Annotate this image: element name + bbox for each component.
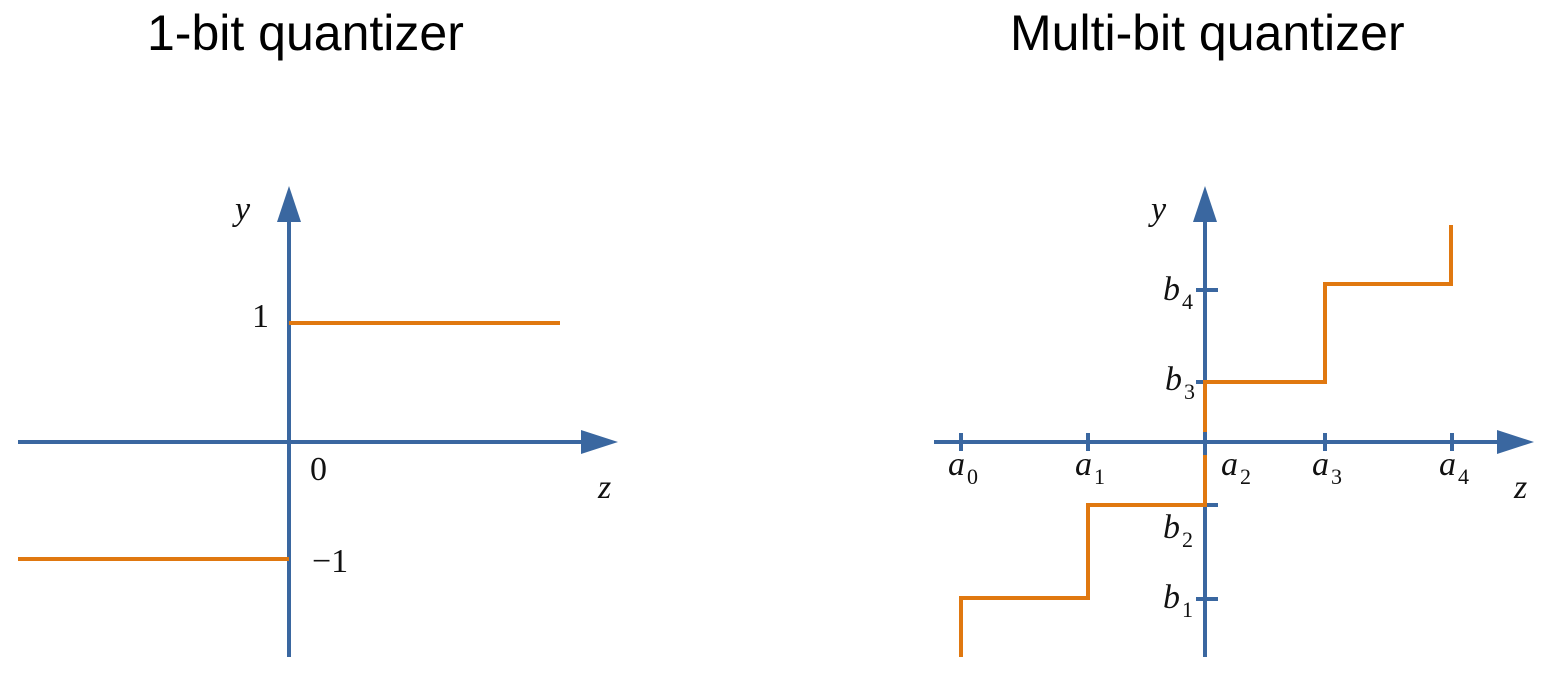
right-y-axis-arrowhead [1193, 186, 1217, 222]
left-x-axis-arrowhead [581, 430, 618, 454]
label-b2: b2 [1163, 509, 1193, 552]
staircase-upper [1203, 225, 1453, 432]
label-a0: a0 [948, 446, 978, 489]
label-a4-letter: a [1439, 446, 1456, 483]
left-tick-one: 1 [252, 298, 269, 335]
label-b3-letter: b [1165, 361, 1182, 398]
label-b4-letter: b [1163, 271, 1180, 308]
left-x-axis-label: z [597, 469, 611, 506]
label-a2: a2 [1221, 446, 1251, 489]
label-b2-letter: b [1163, 509, 1180, 546]
label-b3: b3 [1165, 361, 1195, 404]
label-a2-letter: a [1221, 446, 1238, 483]
left-tick-neg-one: −1 [312, 543, 348, 580]
right-y-axis-label: y [1148, 191, 1167, 228]
label-a3: a3 [1312, 446, 1342, 489]
label-a1-letter: a [1075, 446, 1092, 483]
left-plot: y z 1 0 −1 [18, 186, 618, 657]
staircase-lower [959, 455, 1207, 657]
label-b1-letter: b [1163, 579, 1180, 616]
label-a3-letter: a [1312, 446, 1329, 483]
right-x-axis-label: z [1513, 469, 1527, 506]
label-a4: a4 [1439, 446, 1469, 489]
right-x-axis-arrowhead [1497, 430, 1534, 454]
label-b1-sub: 1 [1182, 597, 1193, 622]
label-b3-sub: 3 [1184, 379, 1195, 404]
label-a0-sub: 0 [967, 464, 978, 489]
left-tick-zero: 0 [310, 451, 327, 488]
label-b4-sub: 4 [1182, 289, 1193, 314]
left-plot-title: 1-bit quantizer [147, 5, 464, 61]
left-y-axis-arrowhead [277, 186, 301, 222]
label-a1: a1 [1075, 446, 1105, 489]
label-a1-sub: 1 [1094, 464, 1105, 489]
label-b2-sub: 2 [1182, 527, 1193, 552]
right-plot-title: Multi-bit quantizer [1010, 5, 1405, 61]
label-a3-sub: 3 [1331, 464, 1342, 489]
label-b1: b1 [1163, 579, 1193, 622]
right-plot: y z a0 a1 a2 a3 a4 b4 b3 b2 b1 [934, 186, 1534, 657]
label-a2-sub: 2 [1240, 464, 1251, 489]
label-a4-sub: 4 [1458, 464, 1469, 489]
label-a0-letter: a [948, 446, 965, 483]
left-y-axis-label: y [232, 191, 251, 228]
label-b4: b4 [1163, 271, 1193, 314]
